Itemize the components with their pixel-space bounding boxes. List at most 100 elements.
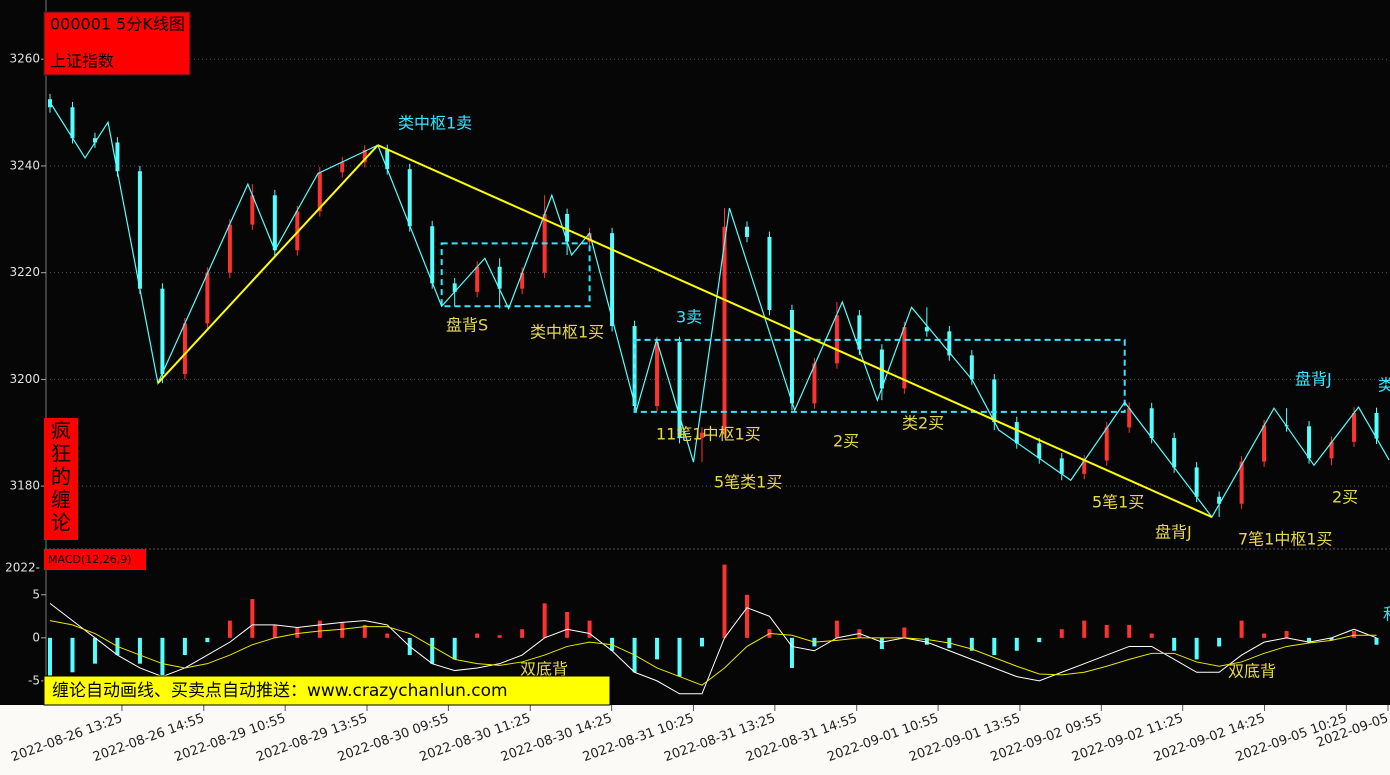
macd-bar (1374, 637, 1379, 645)
candle-body (1329, 441, 1334, 459)
macd-bar (744, 594, 749, 638)
macd-bar (902, 627, 907, 638)
annotation: 盘背S (446, 316, 488, 335)
candle-body (1239, 461, 1244, 504)
macd-bar (565, 612, 570, 638)
candle-body (430, 226, 435, 284)
y-tick-label: 3180 (9, 479, 40, 493)
candle-body (1352, 413, 1357, 442)
annotation: 双底背 (520, 660, 568, 679)
side-char: 的 (51, 465, 71, 489)
header-index: 上证指数 (50, 52, 114, 71)
plot-background (0, 0, 1390, 705)
macd-bar (879, 637, 884, 650)
macd-bar (677, 637, 682, 677)
macd-bar (969, 637, 974, 651)
macd-bar (362, 624, 367, 638)
candle-body (48, 99, 52, 108)
trend-line (157, 144, 379, 384)
annotation: 类中枢1买 (530, 323, 604, 342)
candle-body (1014, 422, 1019, 444)
candle-body (565, 213, 570, 242)
candle-body (969, 355, 974, 380)
macd-bar (452, 637, 457, 660)
candle-body (475, 266, 480, 292)
center-box (633, 338, 1126, 413)
macd-bar (1149, 633, 1154, 638)
macd-bar (70, 637, 75, 673)
macd-bar (1194, 637, 1199, 660)
macd-bar (1059, 629, 1064, 638)
candle-body (137, 171, 142, 289)
macd-bar (789, 637, 794, 668)
candle-body (587, 233, 592, 242)
candle-body (1059, 458, 1064, 474)
macd-bar (834, 620, 839, 638)
candle-body (1194, 467, 1199, 497)
candle-body (340, 162, 345, 173)
macd-pane (48, 564, 1379, 695)
annotation: 11笔1中枢1买 (656, 425, 761, 444)
candle-body (610, 233, 615, 327)
header-title: 000001 5分K线图 (50, 15, 185, 34)
annotation: 7笔1中枢1买 (1238, 530, 1333, 549)
annotation: 类中枢1卖 (398, 114, 472, 133)
candle-body (362, 149, 367, 163)
macd-bar (227, 620, 232, 638)
candle-body (115, 142, 120, 172)
macd-bar (924, 637, 929, 645)
side-char: 论 (51, 511, 71, 535)
macd-bar (1329, 637, 1334, 641)
center-box (440, 242, 591, 308)
macd-bar (992, 637, 997, 656)
macd-bar (475, 633, 480, 638)
candle-body (1262, 425, 1267, 462)
candle-body (632, 326, 637, 407)
macd-bar (340, 622, 345, 638)
candle-body (92, 138, 97, 143)
candle-body (1217, 496, 1222, 504)
candle-body (857, 315, 862, 350)
annotation: 类 (1378, 376, 1390, 395)
candle-body (407, 169, 412, 227)
candle-body (1037, 443, 1042, 459)
macd-bar (1014, 637, 1019, 651)
macd-annotations: 双底背 双底背 和 (520, 605, 1390, 681)
candle-body (520, 272, 525, 289)
pen-line (51, 104, 1390, 519)
macd-bar (1172, 637, 1177, 651)
candle-body (1149, 408, 1154, 439)
macd-corner-label: 2022- (5, 561, 40, 575)
macd-bar (1307, 637, 1312, 643)
annotation: 5笔1买 (1092, 493, 1144, 512)
macd-bar (700, 637, 705, 647)
annotation: 盘背J (1155, 523, 1192, 542)
y-tick-label: 3240 (9, 158, 40, 172)
candle-body (160, 288, 165, 375)
macd-label: MACD(12,26,9) (48, 553, 132, 566)
candle-body (924, 327, 929, 332)
candle-body (385, 149, 390, 170)
candle-body (744, 226, 749, 237)
side-char: 缠 (51, 488, 71, 512)
candle-body (992, 379, 997, 423)
macd-bar (137, 637, 142, 664)
macd-bar (1284, 630, 1289, 638)
annotation: 类2买 (902, 414, 944, 433)
macd-bar (1127, 624, 1132, 638)
candle-body (1374, 413, 1379, 439)
y-tick-label: 5 (32, 587, 40, 601)
macd-line (49, 620, 1377, 686)
candle-body (497, 266, 502, 289)
annotation: 盘背J (1295, 370, 1332, 389)
candle-body (655, 342, 660, 407)
macd-bar (1104, 624, 1109, 638)
candle-body (205, 272, 210, 324)
y-tick-label: 0 (32, 630, 40, 644)
macd-bar (205, 637, 210, 643)
macd-bar (497, 635, 502, 638)
macd-bar (160, 637, 165, 677)
macd-bar (1082, 620, 1087, 638)
